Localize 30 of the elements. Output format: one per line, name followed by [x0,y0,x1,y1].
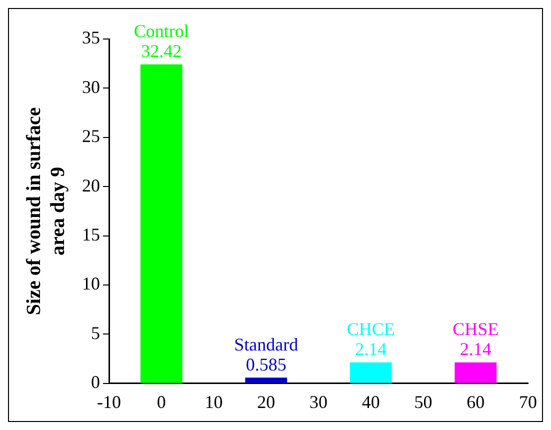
y-tick-label: 20 [82,175,100,196]
bar [140,64,182,383]
series-label: CHSE [452,319,499,340]
y-tick-label: 0 [91,372,100,392]
y-tick-label: 15 [82,224,100,245]
bar [245,378,288,383]
y-tick-label: 5 [91,322,100,343]
x-tick-label: 30 [310,392,328,412]
y-tick-label: 30 [82,76,100,97]
x-tick-label: 10 [204,392,223,412]
y-tick-label: 35 [82,28,100,48]
data-label: 32.42 [141,41,182,62]
data-label: 0.585 [246,354,286,374]
x-tick-label: 70 [519,392,537,412]
bar [454,362,497,383]
series-label: Standard [234,334,298,354]
data-label: 2.14 [460,339,492,360]
x-tick-label: 40 [362,392,380,412]
data-label: 2.14 [355,339,387,360]
x-tick-label: -10 [97,392,121,412]
y-tick-label: 10 [82,274,100,294]
x-tick-label: 60 [466,392,485,412]
x-tick-label: 50 [414,392,432,412]
y-axis-title: Size of wound in surface area day 9 [23,107,70,316]
y-tick-label: 25 [82,126,100,146]
series-label: CHCE [346,319,395,340]
x-tick-label: 20 [257,392,276,412]
bar [350,362,392,383]
series-label: Control [134,21,189,42]
x-tick-label: 0 [156,392,166,412]
